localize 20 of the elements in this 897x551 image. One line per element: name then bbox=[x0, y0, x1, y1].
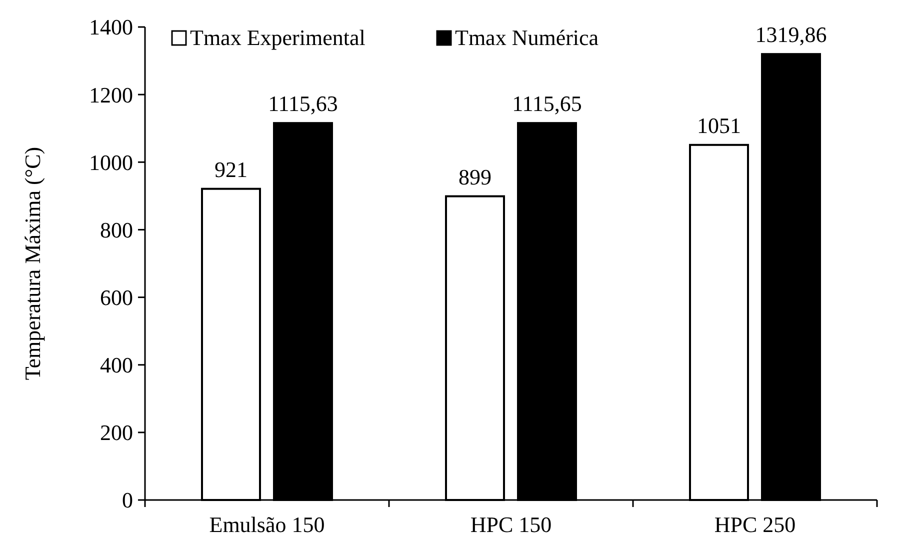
legend-label: Tmax Experimental bbox=[190, 25, 366, 50]
data-label: 1319,86 bbox=[755, 22, 827, 48]
data-label: 921 bbox=[214, 156, 248, 182]
y-tick-label: 1000 bbox=[89, 150, 133, 175]
legend-label: Tmax Numérica bbox=[455, 25, 599, 50]
y-axis-title: Temperatura Máxima (°C) bbox=[20, 146, 45, 380]
y-tick-label: 600 bbox=[100, 284, 133, 310]
data-label: 1051 bbox=[697, 112, 741, 138]
y-tick-label: 200 bbox=[100, 420, 133, 446]
y-tick-label: 1200 bbox=[89, 82, 133, 108]
y-tick-label: 1400 bbox=[89, 14, 133, 40]
x-tick-label: Emulsão 150 bbox=[209, 512, 325, 537]
x-tick-label: HPC 150 bbox=[470, 512, 552, 537]
data-label: 1115,63 bbox=[268, 91, 338, 116]
y-tick-label: 0 bbox=[122, 488, 133, 513]
y-tick-label: 800 bbox=[100, 217, 133, 242]
x-tick-label: HPC 250 bbox=[714, 512, 796, 537]
y-tick-label: 400 bbox=[100, 352, 133, 378]
data-label: 899 bbox=[458, 164, 492, 190]
data-label: 1115,65 bbox=[512, 91, 582, 116]
